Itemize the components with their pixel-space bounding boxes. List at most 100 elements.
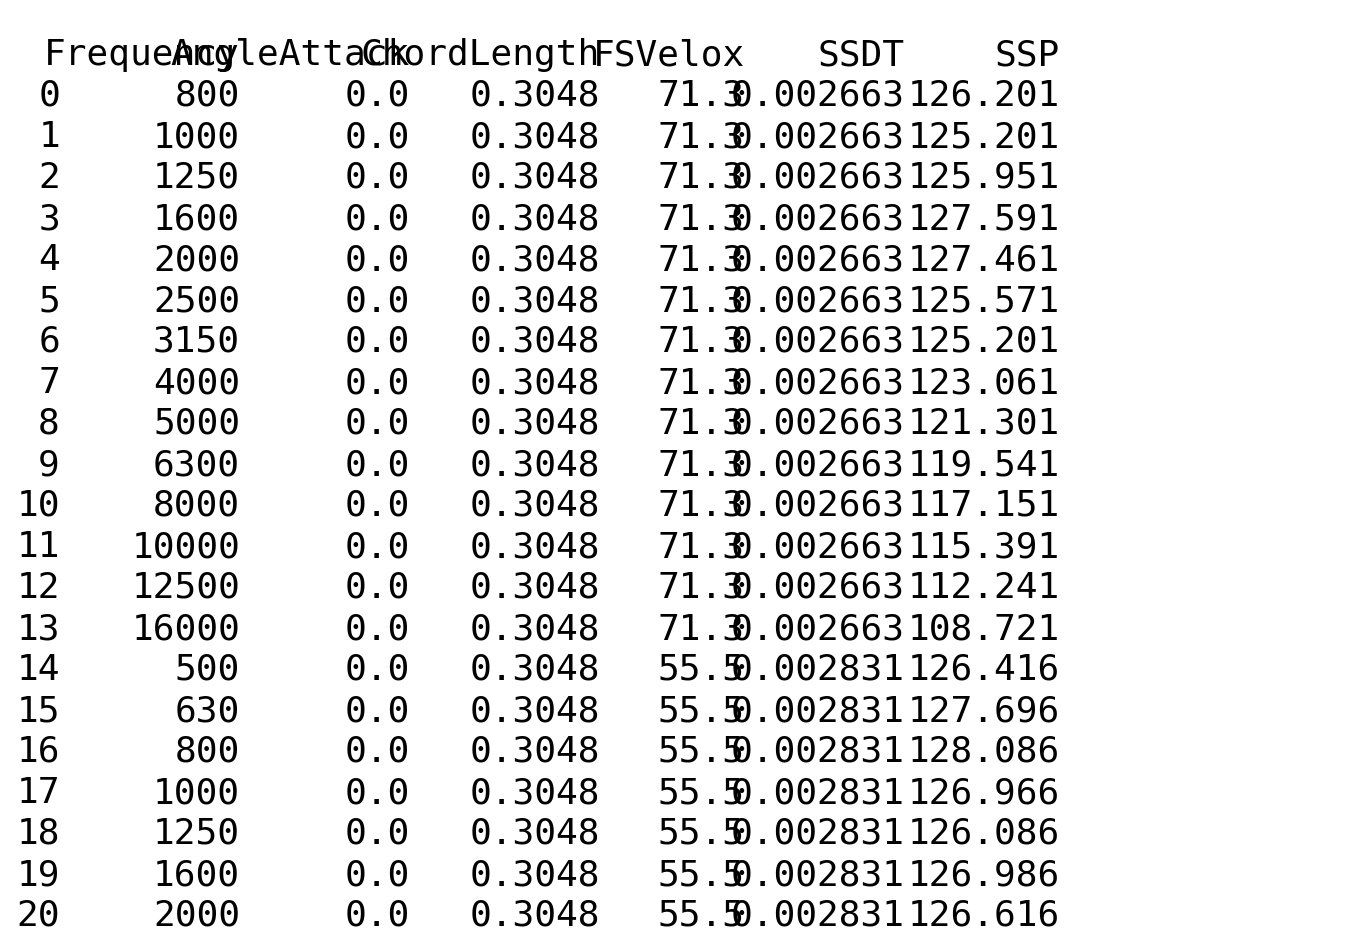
Text: 0.002831: 0.002831 (730, 857, 904, 891)
Text: 9: 9 (38, 447, 59, 482)
Text: 125.571: 125.571 (907, 284, 1060, 317)
Text: 115.391: 115.391 (907, 530, 1060, 563)
Text: 14: 14 (16, 652, 59, 687)
Text: Frequency: Frequency (45, 38, 240, 72)
Text: FSVelox: FSVelox (593, 38, 745, 72)
Text: 2000: 2000 (153, 898, 240, 928)
Text: 11: 11 (16, 530, 59, 563)
Text: 126.986: 126.986 (907, 857, 1060, 891)
Text: 55.5: 55.5 (657, 652, 745, 687)
Text: 108.721: 108.721 (907, 612, 1060, 645)
Text: 630: 630 (174, 693, 240, 728)
Text: 0.3048: 0.3048 (470, 775, 599, 809)
Text: 71.3: 71.3 (657, 120, 745, 154)
Text: 0.3048: 0.3048 (470, 571, 599, 604)
Text: 0.3048: 0.3048 (470, 284, 599, 317)
Text: 71.3: 71.3 (657, 161, 745, 195)
Text: 0.0: 0.0 (344, 775, 410, 809)
Text: 0.002831: 0.002831 (730, 816, 904, 850)
Text: 0.3048: 0.3048 (470, 120, 599, 154)
Text: 0.002663: 0.002663 (730, 406, 904, 441)
Text: 0.002663: 0.002663 (730, 325, 904, 358)
Text: 800: 800 (174, 734, 240, 768)
Text: 0.3048: 0.3048 (470, 447, 599, 482)
Text: 0.0: 0.0 (344, 652, 410, 687)
Text: SSP: SSP (995, 38, 1060, 72)
Text: 1: 1 (38, 120, 59, 154)
Text: 3150: 3150 (153, 325, 240, 358)
Text: 125.951: 125.951 (907, 161, 1060, 195)
Text: 112.241: 112.241 (907, 571, 1060, 604)
Text: 71.3: 71.3 (657, 488, 745, 522)
Text: 0.0: 0.0 (344, 734, 410, 768)
Text: 0.0: 0.0 (344, 816, 410, 850)
Text: 55.5: 55.5 (657, 693, 745, 728)
Text: 0.002831: 0.002831 (730, 693, 904, 728)
Text: 0.0: 0.0 (344, 120, 410, 154)
Text: 1600: 1600 (153, 857, 240, 891)
Text: 0.3048: 0.3048 (470, 693, 599, 728)
Text: 1000: 1000 (153, 120, 240, 154)
Text: 16000: 16000 (131, 612, 240, 645)
Text: 800: 800 (174, 79, 240, 113)
Text: 0.002663: 0.002663 (730, 201, 904, 236)
Text: 0.002663: 0.002663 (730, 488, 904, 522)
Text: 0.3048: 0.3048 (470, 243, 599, 277)
Text: 0.002663: 0.002663 (730, 571, 904, 604)
Text: 71.3: 71.3 (657, 366, 745, 400)
Text: 4: 4 (38, 243, 59, 277)
Text: 0.0: 0.0 (344, 406, 410, 441)
Text: 128.086: 128.086 (907, 734, 1060, 768)
Text: 55.5: 55.5 (657, 857, 745, 891)
Text: 0.3048: 0.3048 (470, 325, 599, 358)
Text: 12500: 12500 (131, 571, 240, 604)
Text: 55.5: 55.5 (657, 734, 745, 768)
Text: 17: 17 (16, 775, 59, 809)
Text: 119.541: 119.541 (907, 447, 1060, 482)
Text: 0.0: 0.0 (344, 243, 410, 277)
Text: AngleAttack: AngleAttack (170, 38, 410, 72)
Text: 12: 12 (16, 571, 59, 604)
Text: 71.3: 71.3 (657, 325, 745, 358)
Text: 0.0: 0.0 (344, 530, 410, 563)
Text: 123.061: 123.061 (907, 366, 1060, 400)
Text: 0.0: 0.0 (344, 488, 410, 522)
Text: 0.3048: 0.3048 (470, 201, 599, 236)
Text: 8000: 8000 (153, 488, 240, 522)
Text: 0.3048: 0.3048 (470, 366, 599, 400)
Text: 0.002663: 0.002663 (730, 530, 904, 563)
Text: 0: 0 (38, 79, 59, 113)
Text: 15: 15 (16, 693, 59, 728)
Text: 0.0: 0.0 (344, 447, 410, 482)
Text: 3: 3 (38, 201, 59, 236)
Text: 0.002663: 0.002663 (730, 120, 904, 154)
Text: 0.0: 0.0 (344, 612, 410, 645)
Text: 71.3: 71.3 (657, 571, 745, 604)
Text: 0.002663: 0.002663 (730, 284, 904, 317)
Text: 7: 7 (38, 366, 59, 400)
Text: 16: 16 (16, 734, 59, 768)
Text: 0.002663: 0.002663 (730, 243, 904, 277)
Text: 0.3048: 0.3048 (470, 530, 599, 563)
Text: 126.966: 126.966 (907, 775, 1060, 809)
Text: 71.3: 71.3 (657, 79, 745, 113)
Text: 0.002663: 0.002663 (730, 447, 904, 482)
Text: 0.3048: 0.3048 (470, 79, 599, 113)
Text: 125.201: 125.201 (907, 120, 1060, 154)
Text: 0.3048: 0.3048 (470, 857, 599, 891)
Text: 0.3048: 0.3048 (470, 816, 599, 850)
Text: 55.5: 55.5 (657, 898, 745, 928)
Text: 5: 5 (38, 284, 59, 317)
Text: 5000: 5000 (153, 406, 240, 441)
Text: 0.0: 0.0 (344, 693, 410, 728)
Text: 4000: 4000 (153, 366, 240, 400)
Text: 0.0: 0.0 (344, 366, 410, 400)
Text: 18: 18 (16, 816, 59, 850)
Text: 121.301: 121.301 (907, 406, 1060, 441)
Text: 0.0: 0.0 (344, 79, 410, 113)
Text: 0.0: 0.0 (344, 325, 410, 358)
Text: 13: 13 (16, 612, 59, 645)
Text: 71.3: 71.3 (657, 201, 745, 236)
Text: 0.3048: 0.3048 (470, 612, 599, 645)
Text: 126.416: 126.416 (907, 652, 1060, 687)
